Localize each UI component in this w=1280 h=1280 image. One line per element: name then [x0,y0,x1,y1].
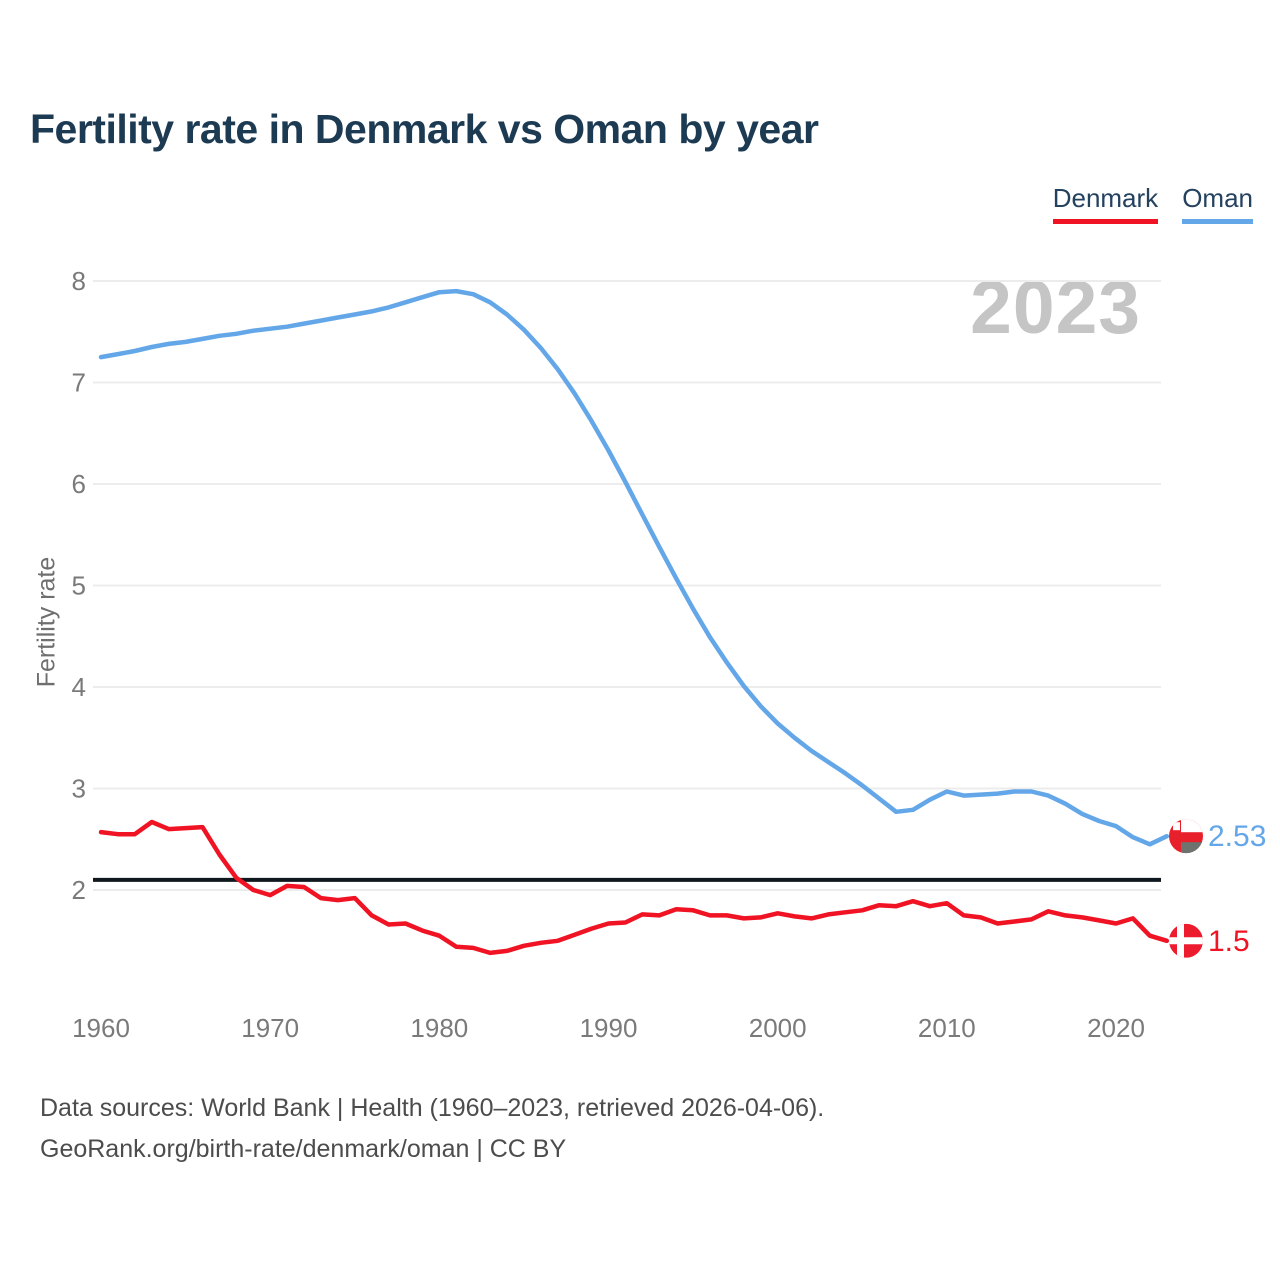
y-axis-tick-label: 7 [72,368,86,398]
chart-canvas: 2 3 4 5 6 7 8 1960 1970 1980 1990 2000 2010 2020 2.53 1… [72,266,1267,1043]
y-axis-tick-label: 3 [72,774,86,804]
legend-item-oman[interactable]: Oman [1182,183,1253,224]
y-axis-tick-label: 4 [72,672,86,702]
source-line-2: GeoRank.org/birth-rate/denmark/oman | CC… [40,1135,567,1163]
legend-item-denmark[interactable]: Denmark [1052,183,1159,224]
source-line-1: Data sources: World Bank | Health (1960–… [40,1094,825,1122]
y-axis-tick-label: 5 [72,571,86,601]
oman-end-value-label: 2.53 [1208,820,1266,853]
x-axis-tick-label: 2010 [918,1013,976,1043]
x-axis-tick-label: 1980 [410,1013,468,1043]
denmark-end-value-label: 1.5 [1208,925,1250,958]
y-axis-tick-label: 6 [72,469,86,499]
source-attribution: Data sources: World Bank | Health (1960–… [40,1088,824,1170]
x-axis-tick-label: 1970 [241,1013,299,1043]
page-title: Fertility rate in Denmark vs Oman by yea… [30,106,819,152]
x-axis-tick-label: 2000 [749,1013,807,1043]
x-axis-tick-label: 2020 [1087,1013,1145,1043]
x-axis-tick-label: 1960 [72,1013,130,1043]
line-denmark [98,819,1170,956]
y-axis-tick-label: 2 [72,875,86,905]
y-axis-tick-label: 8 [72,266,86,296]
denmark-flag-icon [1169,923,1203,958]
line-oman [98,288,1170,847]
oman-flag-icon [1169,819,1203,854]
x-axis-tick-label: 1990 [580,1013,638,1043]
legend: Denmark Oman [1052,183,1253,224]
